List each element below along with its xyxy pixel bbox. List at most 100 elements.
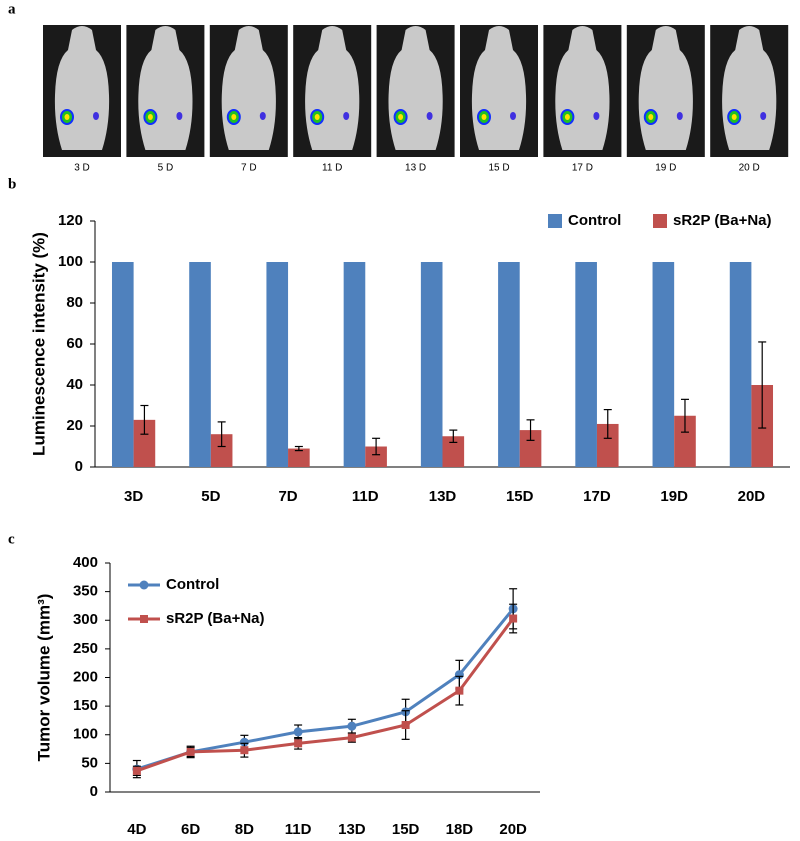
signal-core (231, 114, 237, 120)
y-tick-label: 20 (66, 417, 83, 434)
bar (288, 448, 310, 467)
bar (519, 430, 542, 467)
signal (93, 112, 99, 120)
y-tick-label: 0 (75, 458, 83, 475)
image-caption: 7 D (241, 163, 257, 174)
marker (347, 733, 356, 742)
bar (575, 262, 597, 467)
signal-core (64, 114, 70, 120)
error-bar (449, 429, 458, 443)
x-tick-label: 11D (352, 488, 379, 505)
signal (593, 112, 600, 120)
bar (343, 262, 366, 467)
marker (509, 614, 518, 623)
y-axis-label: Tumor volume (mm³) (34, 594, 53, 762)
y-tick-label: 60 (66, 335, 83, 352)
panel-label: a (8, 1, 16, 17)
bar (442, 436, 465, 467)
x-tick-label: 8D (235, 821, 254, 838)
error-bar (217, 421, 226, 448)
image-caption: 3 D (74, 163, 90, 174)
line (136, 617, 515, 773)
panel-label: b (8, 176, 16, 192)
error-bar (294, 445, 303, 452)
marker (186, 747, 195, 756)
y-tick-label: 250 (73, 640, 98, 657)
x-tick-label: 4D (127, 821, 146, 838)
bar (674, 415, 696, 467)
bar (729, 262, 752, 467)
y-tick-label: 0 (90, 783, 98, 800)
bar (596, 423, 619, 467)
bar (266, 262, 289, 467)
bar (133, 419, 156, 467)
marker (347, 721, 357, 731)
legend-swatch (548, 214, 562, 228)
bar (210, 434, 233, 467)
image-caption: 13 D (405, 163, 426, 174)
x-tick-label: 20D (499, 821, 527, 838)
image-caption: 5 D (158, 163, 174, 174)
error-bar (372, 437, 381, 456)
image-caption: 15 D (488, 163, 509, 174)
bar (498, 262, 520, 467)
bar (111, 262, 134, 467)
marker (294, 739, 303, 748)
image-caption: 17 D (572, 163, 593, 174)
y-tick-label: 200 (73, 668, 98, 685)
y-tick-label: 350 (73, 583, 98, 600)
signal (676, 112, 683, 120)
x-tick-label: 5D (201, 488, 220, 505)
x-tick-label: 20D (738, 488, 766, 505)
marker (239, 737, 249, 747)
x-tick-label: 17D (583, 488, 611, 505)
marker (132, 766, 141, 775)
signal (510, 112, 516, 120)
error-bar (526, 419, 535, 441)
image-caption: 19 D (655, 163, 676, 174)
image-caption: 20 D (739, 163, 760, 174)
legend-label: sR2P (Ba+Na) (673, 212, 772, 229)
signal-core (731, 114, 737, 120)
x-tick-label: 6D (181, 821, 200, 838)
bar (420, 262, 443, 467)
error-bar (140, 404, 149, 435)
signal (343, 112, 350, 120)
y-tick-label: 100 (58, 253, 83, 270)
bar (365, 446, 387, 467)
y-tick-label: 40 (66, 376, 83, 393)
x-tick-label: 18D (446, 821, 474, 838)
marker (293, 727, 303, 737)
y-axis-label: Luminescence intensity (%) (29, 232, 48, 456)
x-tick-label: 7D (278, 488, 297, 505)
y-tick-label: 300 (73, 611, 98, 628)
y-tick-label: 120 (58, 212, 83, 229)
signal-core (481, 114, 487, 120)
marker (240, 746, 249, 755)
y-tick-label: 50 (81, 754, 98, 771)
y-tick-label: 100 (73, 726, 98, 743)
bar (189, 262, 211, 467)
legend-marker (140, 615, 148, 623)
panel-label: c (8, 531, 15, 547)
mouse-images (43, 25, 789, 157)
signal (259, 112, 266, 120)
legend-swatch (653, 214, 667, 228)
signal (760, 112, 767, 120)
error-bar (603, 409, 612, 439)
marker (401, 721, 410, 730)
legend-label: Control (166, 576, 219, 593)
x-tick-label: 11D (285, 821, 312, 838)
x-tick-label: 15D (392, 821, 420, 838)
error-bar (680, 398, 689, 433)
legend-label: sR2P (Ba+Na) (166, 610, 265, 627)
signal-core (147, 114, 153, 120)
x-tick-label: 15D (506, 488, 534, 505)
y-tick-label: 80 (66, 294, 83, 311)
signal-core (314, 114, 320, 120)
x-tick-label: 13D (429, 488, 457, 505)
x-tick-label: 13D (338, 821, 366, 838)
y-tick-label: 150 (73, 697, 98, 714)
signal-core (564, 114, 570, 120)
